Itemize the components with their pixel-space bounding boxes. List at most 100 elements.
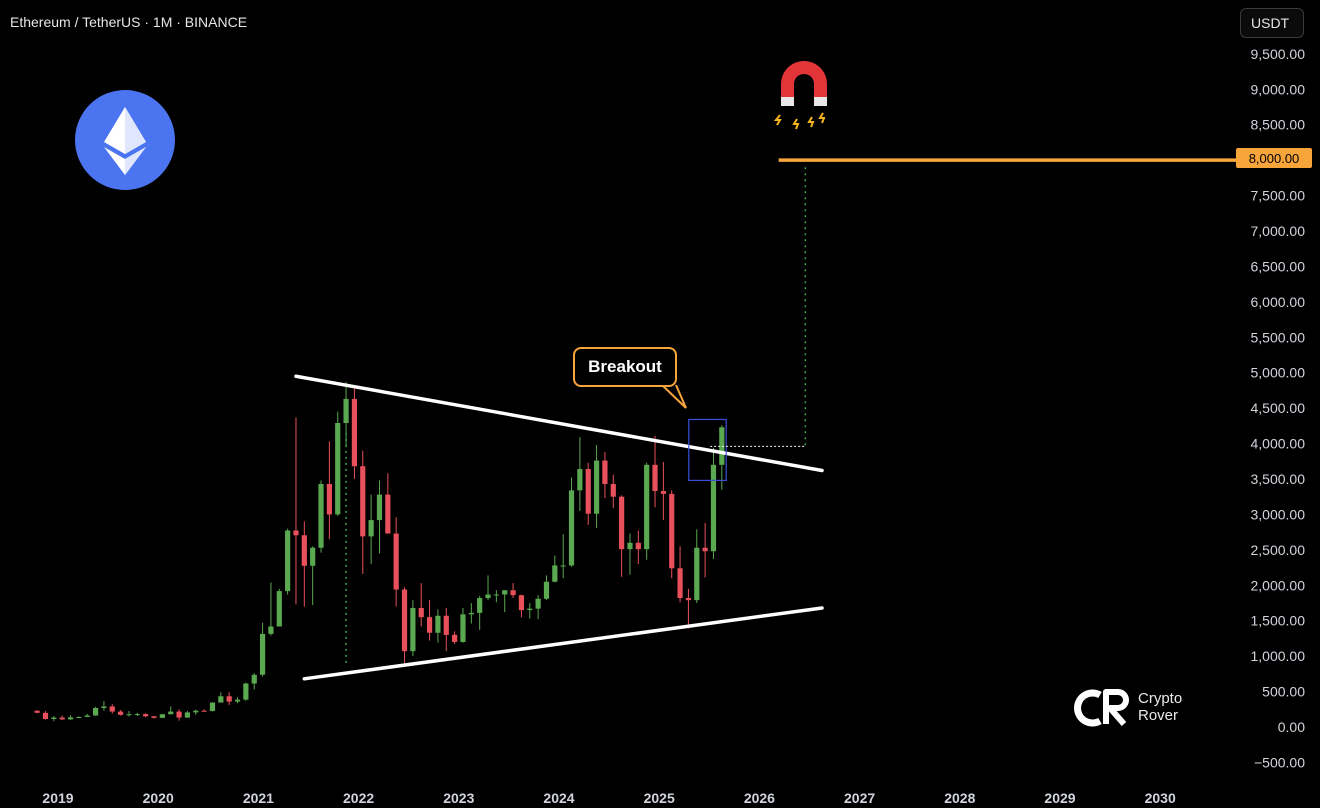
candle-body xyxy=(527,608,533,611)
candle-body xyxy=(401,589,408,652)
candle xyxy=(401,587,408,665)
candle xyxy=(293,417,299,605)
candle-body xyxy=(410,607,416,652)
candle-body xyxy=(443,615,449,635)
candle-body xyxy=(184,712,191,718)
candle-body xyxy=(677,568,683,599)
candle-body xyxy=(193,710,199,713)
y-tick-label: 7,000.00 xyxy=(1251,223,1306,239)
candle-body xyxy=(393,533,399,590)
candle xyxy=(635,530,641,565)
candle xyxy=(310,546,316,606)
candle-body xyxy=(644,464,650,550)
candle-body xyxy=(176,711,182,718)
candle xyxy=(685,588,692,629)
candle-body xyxy=(159,714,165,718)
candle xyxy=(268,582,274,636)
candle-body xyxy=(234,699,241,702)
candle xyxy=(276,588,282,627)
y-tick-label: 7,500.00 xyxy=(1251,188,1306,204)
candle xyxy=(710,447,717,560)
candle xyxy=(577,437,583,511)
candle xyxy=(234,697,241,704)
candle-body xyxy=(485,594,491,599)
candle xyxy=(326,441,332,540)
candle xyxy=(660,461,666,521)
trendline-upper xyxy=(294,374,824,473)
target-price-label: 8,000.00 xyxy=(1236,148,1312,168)
candle xyxy=(193,709,199,715)
candle xyxy=(443,607,449,652)
ethereum-icon xyxy=(75,90,175,190)
y-tick-label: 1,500.00 xyxy=(1251,613,1306,629)
candle xyxy=(76,716,82,719)
candle xyxy=(168,706,174,715)
candle-body xyxy=(627,542,633,550)
brand-watermark: Crypto Rover xyxy=(1138,690,1182,724)
x-axis: 2019 2020 2021 2022 2023 2024 2025 2026 2027 2028… xyxy=(42,790,1176,806)
candle-body xyxy=(543,581,550,599)
candle xyxy=(51,716,57,722)
candle-body xyxy=(477,598,483,613)
candle xyxy=(251,673,257,690)
y-tick-label: 5,000.00 xyxy=(1251,365,1306,381)
candle-body xyxy=(518,595,525,611)
candle xyxy=(619,495,625,577)
candle-body xyxy=(535,598,541,609)
candle-body xyxy=(452,634,458,642)
candle-body xyxy=(619,496,625,550)
candle-body xyxy=(502,590,508,595)
candle xyxy=(34,710,40,714)
crypto-rover-logo-icon xyxy=(1074,689,1129,727)
candle-body xyxy=(259,633,266,675)
candle xyxy=(84,713,90,718)
candle xyxy=(452,631,458,645)
y-axis: 9,500.00 9,000.00 8,500.00 7,500.00 7,000.00… xyxy=(1251,46,1306,771)
x-tick-label: 2022 xyxy=(343,790,374,806)
x-tick-label: 2025 xyxy=(644,790,675,806)
candle-body xyxy=(67,717,74,720)
y-tick-label: 6,000.00 xyxy=(1251,294,1306,310)
candles-layer xyxy=(34,381,725,722)
candle xyxy=(159,713,165,719)
x-tick-label: 2030 xyxy=(1145,790,1176,806)
candle-body xyxy=(418,607,424,618)
candle xyxy=(285,528,291,595)
candle-body xyxy=(126,714,132,716)
candle xyxy=(418,583,424,627)
candle xyxy=(151,716,157,719)
candle xyxy=(218,692,224,703)
candle xyxy=(335,411,341,516)
candle-body xyxy=(326,483,332,515)
candle xyxy=(527,602,533,619)
candle xyxy=(67,715,74,720)
breakout-box xyxy=(688,418,727,482)
candle-body xyxy=(34,710,40,713)
candle xyxy=(92,706,99,716)
candle xyxy=(702,522,708,578)
candle xyxy=(118,709,124,716)
overlays-layer xyxy=(294,158,1236,681)
candle xyxy=(176,709,182,721)
candle xyxy=(694,529,700,603)
callout-pointer xyxy=(661,384,687,409)
candle xyxy=(243,682,249,701)
candle-body xyxy=(660,491,666,494)
candle xyxy=(460,607,466,643)
candle-body xyxy=(51,717,57,719)
candle xyxy=(568,477,575,567)
x-tick-label: 2023 xyxy=(443,790,474,806)
candle-body xyxy=(510,590,516,596)
candle xyxy=(602,452,608,499)
candle xyxy=(209,702,216,712)
candle-body xyxy=(301,535,307,566)
y-tick-label: −500.00 xyxy=(1254,754,1305,770)
candle-body xyxy=(376,494,383,521)
x-tick-label: 2021 xyxy=(243,790,274,806)
currency-unit-button[interactable]: USDT xyxy=(1240,8,1304,38)
candle xyxy=(59,715,65,720)
candle-body xyxy=(652,464,658,492)
candle-body xyxy=(92,708,99,716)
y-tick-label: 1,000.00 xyxy=(1251,648,1306,664)
